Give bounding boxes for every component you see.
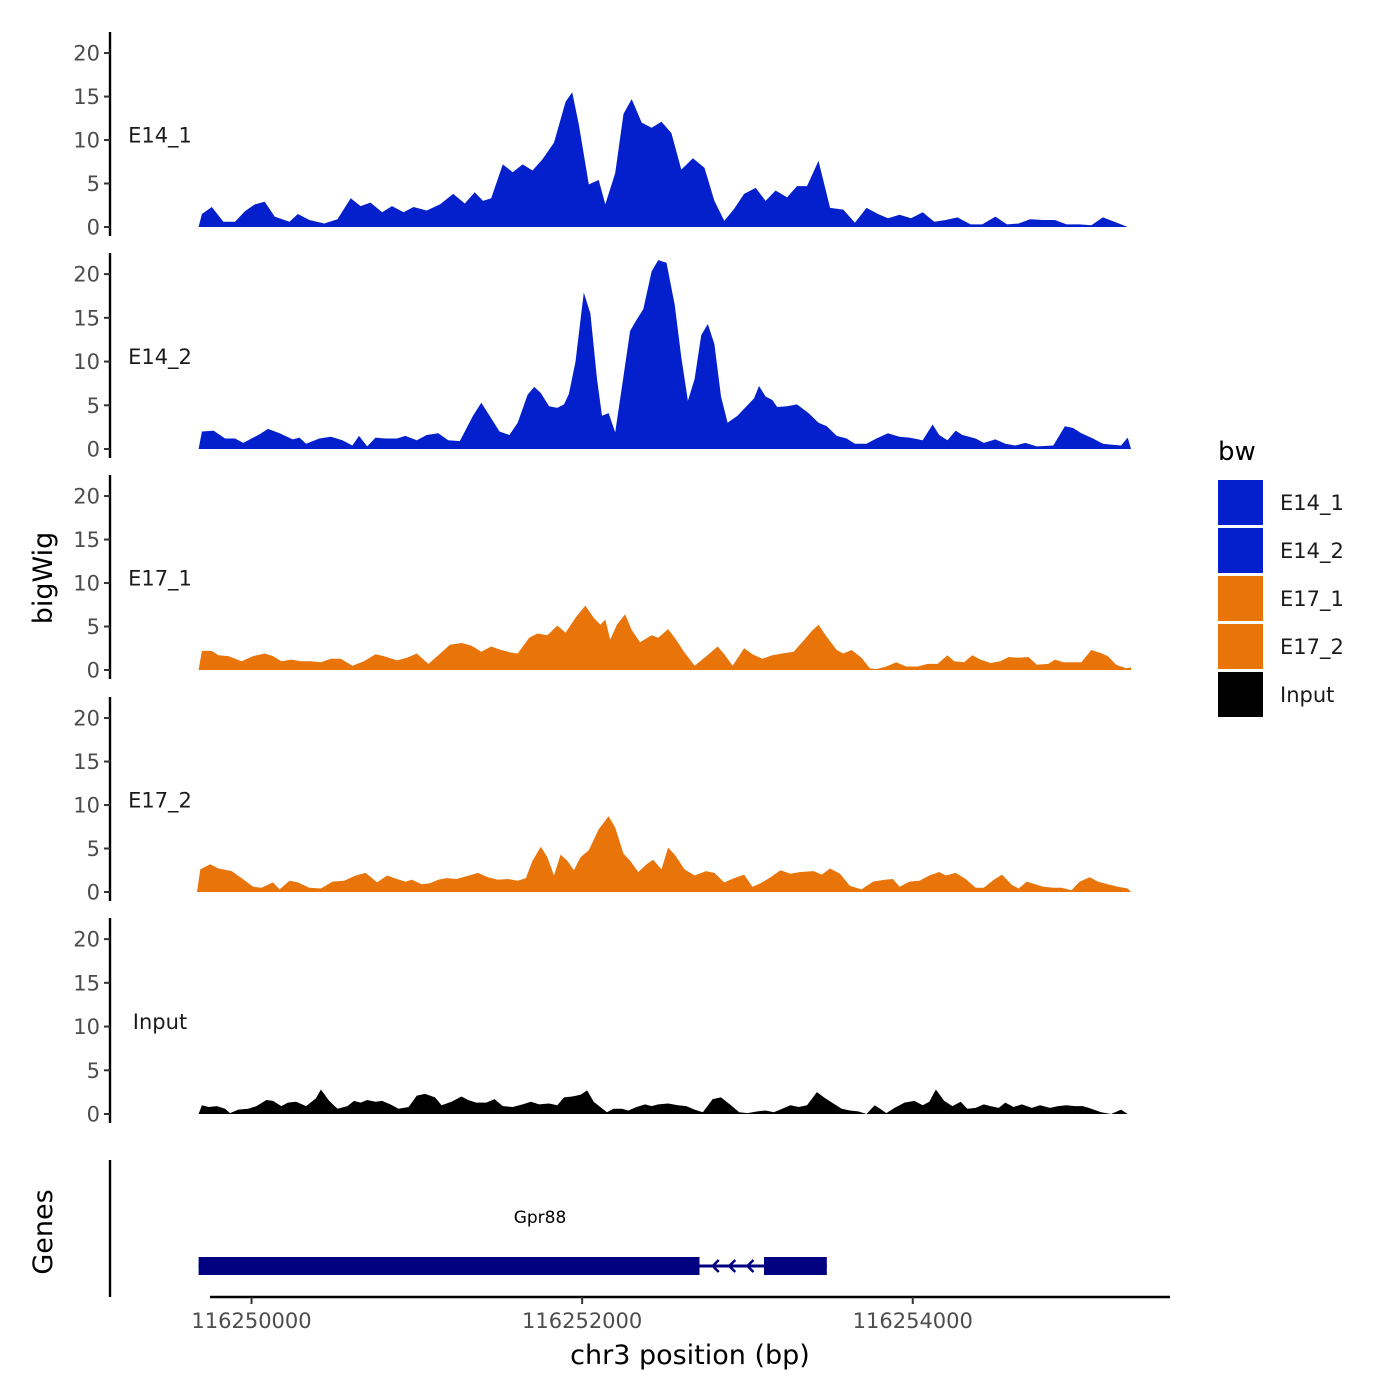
track-label-E14_2: E14_2 (128, 345, 192, 370)
y-tick-label: 15 (73, 85, 100, 109)
y-tick-label: 15 (73, 306, 100, 330)
y-tick-label: 20 (73, 707, 100, 731)
gene-exon (198, 1257, 700, 1275)
gene-panel: Gpr88 116250000 116252000 116254000 (108, 1160, 1170, 1333)
y-tick-label: 20 (73, 263, 100, 287)
y-tick-label: 20 (73, 485, 100, 509)
y-tick-label: 0 (87, 216, 100, 240)
legend-label-E17_1: E17_1 (1280, 587, 1344, 612)
y-tick-label: 5 (87, 837, 100, 861)
legend-label-E17_2: E17_2 (1280, 635, 1344, 660)
y-tick-label: 0 (87, 1103, 100, 1127)
track-label-E17_2: E17_2 (128, 788, 192, 813)
x-tick-label: 116250000 (191, 1309, 311, 1333)
y-tick-label: 10 (73, 1015, 100, 1039)
x-axis-title: chr3 position (bp) (570, 1340, 810, 1371)
track-label-Input: Input (133, 1010, 187, 1034)
legend-label-E14_2: E14_2 (1280, 539, 1344, 564)
track-E17_1: 0 5 10 15 20 E17_1 (73, 475, 1132, 683)
track-label-E17_1: E17_1 (128, 566, 192, 591)
strand-arrow-icon (710, 1259, 720, 1273)
y-tick-label: 20 (73, 42, 100, 66)
y-tick-label: 20 (73, 928, 100, 952)
y-tick-label: 10 (73, 572, 100, 596)
legend-label-E14_1: E14_1 (1280, 491, 1344, 516)
y-tick-label: 10 (73, 794, 100, 818)
track-E17_2: 0 5 10 15 20 E17_2 (73, 697, 1131, 905)
strand-arrow-icon (727, 1259, 737, 1273)
signal-area-Input (198, 1089, 1128, 1114)
signal-area-E14_1 (198, 92, 1128, 227)
track-E14_1: 0 5 10 15 20 E14_1 (73, 32, 1128, 240)
y-tick-label: 5 (87, 172, 100, 196)
track-E14_2: 0 5 10 15 20 E14_2 (73, 253, 1132, 462)
y-tick-label: 5 (87, 1059, 100, 1083)
axis-titles: bigWig Genes chr3 position (bp) (28, 532, 810, 1371)
y-tick-label: 5 (87, 615, 100, 639)
y-axis-title: bigWig (28, 532, 59, 625)
gene-exon (763, 1257, 827, 1275)
legend-key-E14_2 (1218, 528, 1263, 573)
y-tick-label: 0 (87, 659, 100, 683)
signal-area-E14_2 (198, 260, 1132, 449)
legend: bw E14_1 E14_2 E17_1 E17_2 Input (1218, 437, 1344, 717)
y-tick-label: 0 (87, 438, 100, 462)
y-tick-label: 0 (87, 881, 100, 905)
y-tick-label: 10 (73, 350, 100, 374)
y-tick-label: 15 (73, 971, 100, 995)
y-tick-label: 10 (73, 129, 100, 153)
y-tick-label: 15 (73, 528, 100, 552)
gene-axis-title: Genes (28, 1189, 59, 1274)
gene-name-label: Gpr88 (514, 1208, 567, 1228)
signal-area-E17_2 (197, 816, 1131, 892)
track-label-E14_1: E14_1 (128, 123, 192, 148)
legend-label-Input: Input (1280, 683, 1334, 707)
bigwig-tracks: 05101520E14_105101520E14_205101520E17_10… (73, 32, 1132, 1127)
track-Input: 0 5 10 15 20 Input (73, 918, 1128, 1127)
strand-arrow-icon (745, 1259, 755, 1273)
signal-area-E17_1 (198, 605, 1132, 670)
y-tick-label: 5 (87, 394, 100, 418)
x-tick-label: 116252000 (522, 1309, 642, 1333)
y-tick-label: 15 (73, 750, 100, 774)
legend-key-E17_2 (1218, 624, 1263, 669)
x-tick-label: 116254000 (853, 1309, 973, 1333)
legend-key-E14_1 (1218, 480, 1263, 525)
legend-title: bw (1218, 437, 1256, 467)
legend-key-Input (1218, 672, 1263, 717)
legend-key-E17_1 (1218, 576, 1263, 621)
